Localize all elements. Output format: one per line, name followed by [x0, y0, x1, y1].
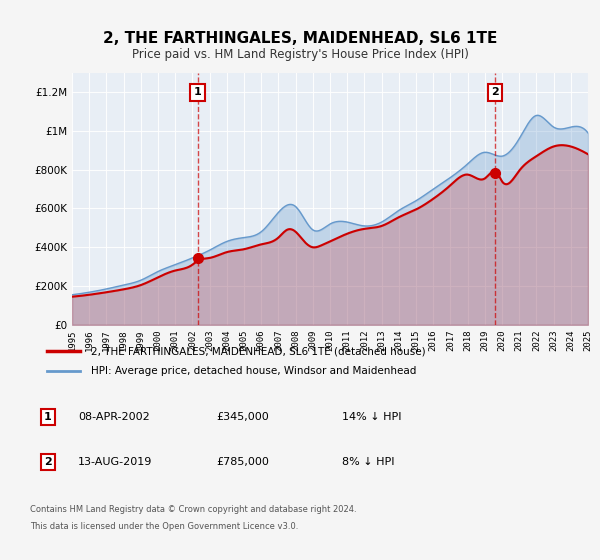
Text: 1: 1 — [194, 87, 202, 97]
Text: 14% ↓ HPI: 14% ↓ HPI — [342, 412, 401, 422]
Text: 13-AUG-2019: 13-AUG-2019 — [78, 457, 152, 467]
Text: Price paid vs. HM Land Registry's House Price Index (HPI): Price paid vs. HM Land Registry's House … — [131, 48, 469, 60]
Text: 8% ↓ HPI: 8% ↓ HPI — [342, 457, 395, 467]
Text: Contains HM Land Registry data © Crown copyright and database right 2024.: Contains HM Land Registry data © Crown c… — [30, 505, 356, 515]
Text: 08-APR-2002: 08-APR-2002 — [78, 412, 150, 422]
Text: £785,000: £785,000 — [216, 457, 269, 467]
Text: This data is licensed under the Open Government Licence v3.0.: This data is licensed under the Open Gov… — [30, 522, 298, 531]
Text: 2: 2 — [491, 87, 499, 97]
Text: £345,000: £345,000 — [216, 412, 269, 422]
Text: 2: 2 — [44, 457, 52, 467]
Text: 1: 1 — [44, 412, 52, 422]
Text: 2, THE FARTHINGALES, MAIDENHEAD, SL6 1TE: 2, THE FARTHINGALES, MAIDENHEAD, SL6 1TE — [103, 31, 497, 46]
Text: 2, THE FARTHINGALES, MAIDENHEAD, SL6 1TE (detached house): 2, THE FARTHINGALES, MAIDENHEAD, SL6 1TE… — [91, 346, 425, 356]
Text: HPI: Average price, detached house, Windsor and Maidenhead: HPI: Average price, detached house, Wind… — [91, 366, 416, 376]
